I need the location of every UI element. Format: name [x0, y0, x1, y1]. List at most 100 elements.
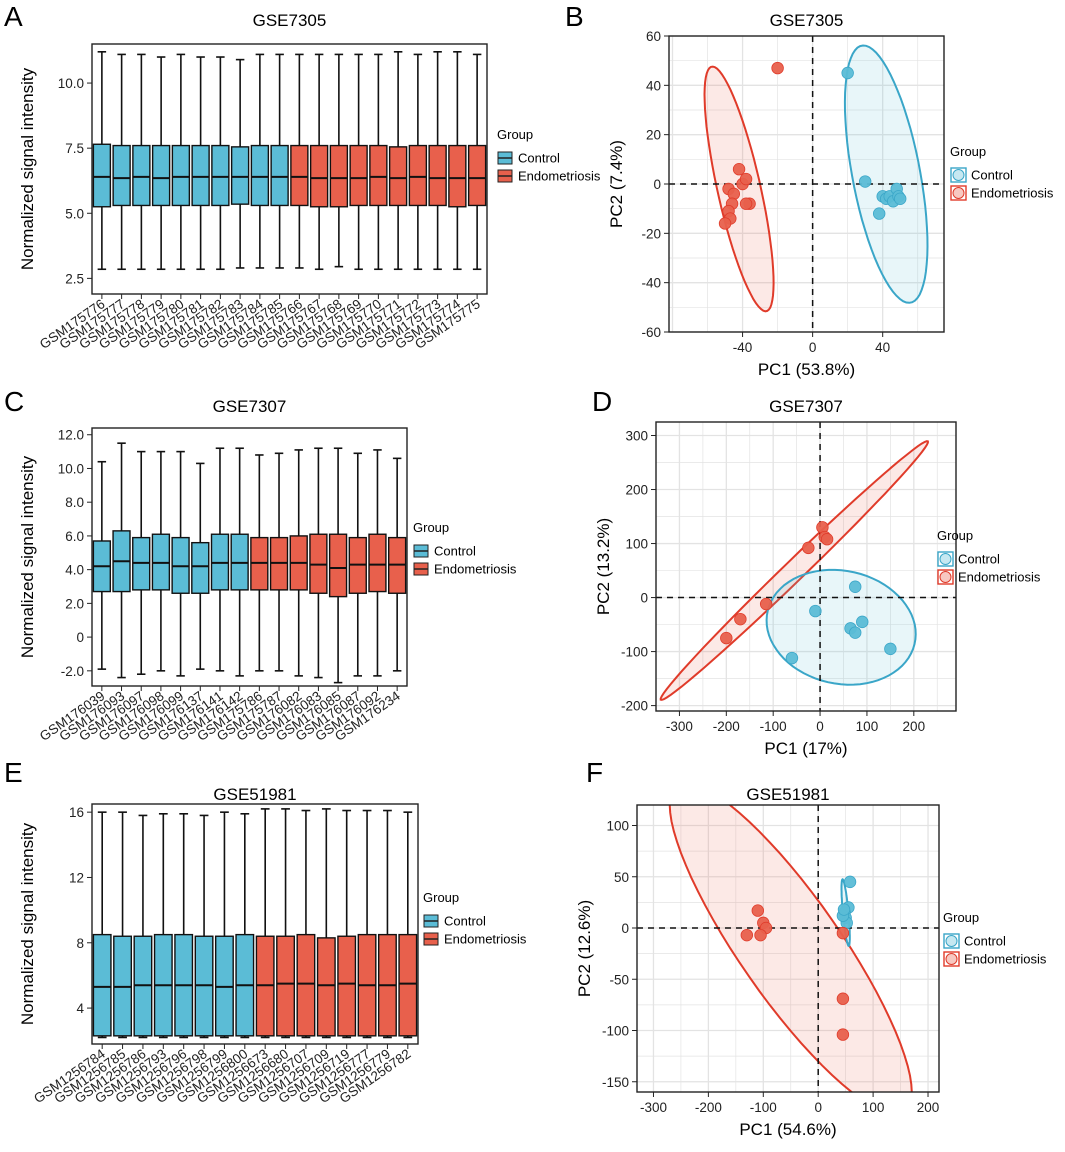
box-iqr	[276, 935, 296, 1037]
point-endometriosis	[820, 533, 834, 546]
box-iqr	[316, 937, 336, 1037]
box-GSM176039	[92, 460, 112, 670]
box-GSM175783	[230, 58, 250, 269]
box-GSM175775	[467, 53, 487, 271]
legend-key-point	[952, 169, 965, 181]
box-iqr	[92, 933, 112, 1037]
y-tick-label: 2.0	[65, 596, 84, 611]
y-tick-label: -50	[609, 972, 629, 987]
box-GSM1256719	[337, 809, 357, 1039]
y-tick-label: 300	[625, 429, 648, 444]
point-endometriosis	[739, 197, 753, 210]
box-GSM176142	[230, 447, 249, 677]
box-iqr	[388, 146, 408, 207]
box-GSM175774	[448, 51, 467, 271]
y-tick-label: -150	[602, 1075, 629, 1090]
box-GSM175766	[290, 53, 309, 269]
y-tick-label: 4.0	[65, 563, 84, 578]
legend-item-endometriosis: Endometriosis	[413, 562, 517, 577]
y-tick-label: 0	[76, 630, 84, 645]
legend-item-control: Control	[497, 151, 560, 166]
legend-item-endometriosis: Endometriosis	[497, 169, 601, 184]
box-GSM175787	[269, 452, 289, 672]
y-axis-label: PC2 (7.4%)	[607, 140, 626, 228]
box-iqr	[132, 144, 151, 207]
x-tick-label: 40	[875, 340, 890, 355]
box-iqr	[329, 144, 349, 208]
series-control	[841, 66, 907, 220]
legend-D: Group Control Endometriosis	[937, 528, 1041, 585]
box-GSM175779	[151, 56, 171, 271]
box-iqr	[349, 144, 368, 207]
y-tick-label: 4	[76, 1001, 84, 1016]
box-GSM175784	[250, 53, 270, 269]
point-endometriosis	[751, 904, 765, 917]
y-tick-label: 60	[646, 29, 661, 44]
box-iqr	[467, 144, 487, 207]
box-GSM1256785	[113, 811, 133, 1039]
plot-border	[91, 427, 408, 687]
x-tick-label: 100	[862, 1100, 885, 1115]
box-iqr	[309, 144, 329, 208]
legend-label: Endometriosis	[518, 169, 601, 184]
legend-item-endometriosis: Endometriosis	[423, 932, 527, 947]
box-GSM1256777	[357, 809, 377, 1039]
point-control	[894, 192, 907, 206]
box-iqr	[296, 933, 316, 1037]
legend-label: Control	[444, 914, 486, 929]
box-GSM1256673	[255, 808, 275, 1039]
x-tick-label: -100	[760, 719, 787, 734]
ellipse-control	[765, 568, 917, 686]
legend-key-endometriosis	[943, 951, 960, 967]
x-tick-label: -300	[640, 1100, 667, 1115]
x-tick-label: 200	[917, 1100, 940, 1115]
point-endometriosis	[836, 926, 850, 940]
point-control	[837, 903, 851, 916]
legend-label: Endometriosis	[971, 186, 1054, 201]
legend-title: Group	[943, 910, 979, 925]
x-tick-label: 0	[809, 340, 817, 355]
series-control	[836, 875, 857, 930]
legend-title: Group	[413, 520, 449, 535]
legend-label: Control	[434, 544, 476, 559]
y-axis-label: Normalized signal intensity	[18, 822, 37, 1025]
box-GSM176234	[387, 457, 407, 672]
legend-key-control	[943, 933, 960, 949]
legend-E: Group Control Endometriosis	[423, 890, 527, 947]
box-iqr	[112, 144, 131, 207]
box-GSM176087	[348, 452, 367, 677]
box-GSM1256680	[276, 808, 296, 1039]
box-GSM1256798	[194, 814, 214, 1039]
y-tick-label: 6.0	[65, 529, 84, 544]
y-tick-label: -200	[621, 699, 648, 714]
chart-B: -40 0 40 -60 -40 -20 0 20 40 60 GSE7305 PC1 (53.8%)…	[565, 1, 945, 379]
legend-key-point	[939, 571, 952, 583]
box-GSM1256782	[398, 811, 418, 1039]
x-tick-label: -100	[750, 1100, 777, 1115]
box-iqr	[368, 533, 387, 593]
series-endometriosis	[740, 904, 850, 1041]
box-GSM175780	[171, 53, 191, 271]
legend-key-point	[945, 953, 958, 965]
box-GSM1256779	[377, 809, 397, 1039]
chart-title: GSE51981	[213, 785, 296, 804]
point-endometriosis	[802, 541, 815, 555]
legend-item-control: Control	[937, 551, 1000, 567]
legend-label: Endometriosis	[958, 570, 1041, 585]
box-GSM176097	[132, 450, 151, 675]
y-tick-label: 200	[625, 483, 648, 498]
y-tick-label: 0	[653, 177, 661, 192]
legend-label: Control	[958, 552, 1000, 567]
box-GSM175786	[250, 454, 269, 672]
point-control	[849, 626, 862, 639]
y-tick-label: 8.0	[65, 495, 84, 510]
box-GSM1256799	[214, 811, 234, 1039]
legend-label: Control	[971, 168, 1013, 183]
point-endometriosis	[720, 631, 733, 645]
x-axis-label: PC1 (53.8%)	[758, 360, 855, 379]
legend-item-control: Control	[943, 933, 1006, 949]
box-GSM1256784	[92, 811, 112, 1039]
x-tick-label: 0	[816, 719, 824, 734]
box-GSM175770	[369, 53, 388, 271]
y-tick-label: 12	[69, 870, 84, 885]
